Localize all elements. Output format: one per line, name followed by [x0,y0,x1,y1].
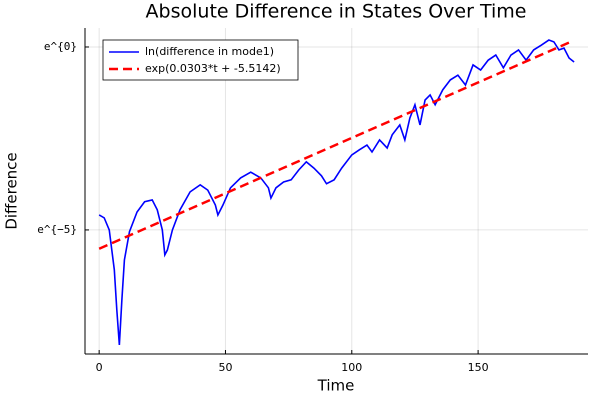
y-tick-label: e^{−5} [37,223,77,236]
x-tick-label: 100 [341,361,362,374]
legend-box [102,39,299,81]
legend: ln(difference in mode1) exp(0.0303*t + -5… [102,39,299,81]
x-axis-label: Time [317,377,355,395]
line-series [98,40,573,250]
legend-label: ln(difference in mode1) [145,45,274,58]
y-axis-label: Difference [3,152,21,229]
legend-label: exp(0.0303*t + -5.5142) [145,62,281,75]
plot-area [98,39,575,345]
y-tick-label: e^{0} [44,40,77,53]
chart-title: Absolute Difference in States Over Time [146,1,527,23]
line-series [98,39,575,345]
x-tick-label: 50 [218,361,232,374]
x-tick-label: 150 [468,361,489,374]
x-tick-label: 0 [96,361,103,374]
